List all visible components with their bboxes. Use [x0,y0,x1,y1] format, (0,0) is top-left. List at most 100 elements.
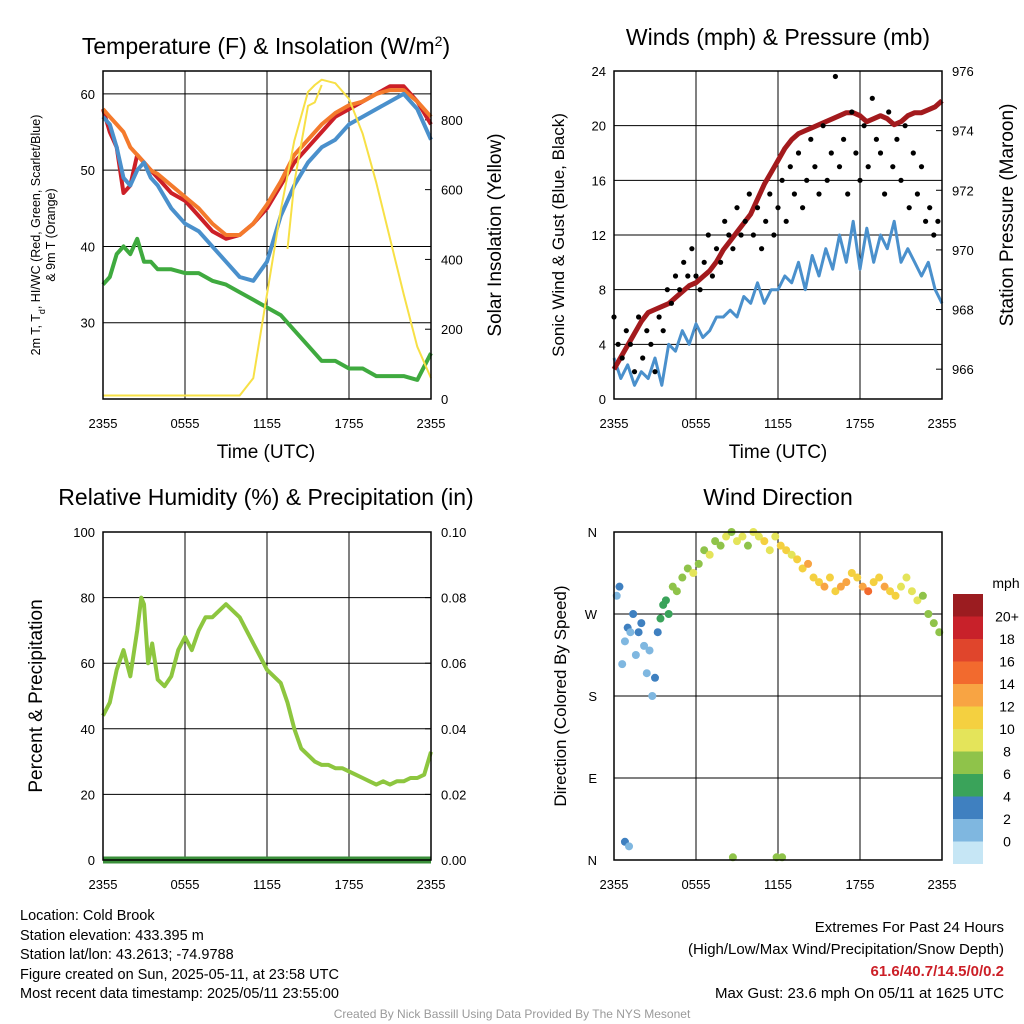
direction-point [902,573,911,582]
x-tick-label: 0555 [171,877,200,892]
winds-panel: Winds (mph) & Pressure (mb) Time (UTC) S… [549,24,1018,463]
direction-point [858,582,867,591]
x-tick-label: 1155 [253,416,281,431]
y-right-tick-label: 974 [952,124,974,139]
gust-point [623,328,629,334]
gust-point [656,314,662,320]
direction-point [869,578,878,587]
direction-point [875,573,884,582]
legend-swatch [953,819,983,842]
direction-point [618,660,627,669]
winds-y-label: Sonic Wind & Gust (Blue, Black) [549,113,568,357]
legend-swatch [953,751,983,774]
direction-point [733,537,741,546]
station-elevation: Station elevation: 433.395 m [20,927,204,944]
legend-swatch [953,774,983,797]
temperature-series-line-3 [101,236,433,382]
y-right-tick-label: 0.10 [441,525,466,540]
y-right-tick-label: 968 [952,303,974,318]
y-tick-label: 12 [592,228,606,243]
direction-point [825,573,834,582]
extremes-values: 61.6/40.7/14.5/0/0.2 [870,963,1004,980]
gust-point [910,150,916,156]
direction-point [625,842,634,851]
gust-point [627,341,634,347]
gust-point [722,218,728,224]
y-tick-label: 20 [81,787,95,802]
temperature-y-label-b: , HI/WC (Red, Green, Scarlet/Blue) [29,115,43,310]
extremes-subtitle: (High/Low/Max Wind/Precipitation/Snow De… [688,941,1004,958]
y-right-tick-label: 800 [441,113,463,128]
direction-point [897,582,905,591]
y-right-tick-label: 0.00 [441,853,466,868]
direction-point [853,573,862,582]
gust-point [877,150,884,156]
gust-point [619,355,625,361]
gust-point [652,369,658,375]
y-tick-label: 8 [599,283,606,298]
extremes-title: Extremes For Past 24 Hours [814,919,1004,936]
direction-point [771,532,780,541]
gust-point [685,273,691,279]
x-tick-label: 2355 [89,416,118,431]
gust-point [882,191,888,197]
direction-point [615,582,624,591]
direction-point [864,587,873,596]
plot-border [102,531,432,861]
y-tick-label: 30 [81,316,95,331]
y-tick-label: 60 [81,87,95,102]
direction-point [760,537,769,546]
gust-point [890,164,896,170]
gust-point [759,246,765,252]
gust-point [795,150,802,156]
gust-point [935,218,941,224]
direction-point [809,573,818,582]
y-tick-label: 0 [599,392,606,407]
direction-tick-label: N [588,525,597,540]
sustained-wind-line [612,219,944,387]
y-right-tick-label: 400 [441,252,463,267]
direction-point [798,564,807,573]
direction-tick-label: W [585,607,598,622]
y-tick-label: 20 [592,119,606,134]
x-tick-label: 2355 [417,877,446,892]
legend-swatch [953,796,983,819]
gust-point [640,355,646,361]
gust-point [923,218,929,224]
gust-point [820,123,826,129]
humidity-y-label: Percent & Precipitation [26,599,47,792]
plot-border [102,70,432,400]
x-tick-label: 0555 [171,416,200,431]
gust-point [689,246,695,252]
direction-point [831,587,840,596]
insolation-y-label: Solar Insolation (Yellow) [485,133,506,336]
x-tick-label: 1155 [253,877,281,892]
legend-swatch [953,706,983,729]
legend-swatch [953,639,983,662]
y-right-tick-label: 0.08 [441,591,466,606]
direction-point [847,569,856,577]
y-right-tick-label: 970 [952,243,974,258]
gust-point [713,246,720,252]
gust-point [849,109,855,115]
y-tick-label: 50 [81,163,95,178]
direction-point [820,582,829,591]
direction-point [924,610,933,618]
direction-point [631,651,640,659]
gust-point [861,123,867,129]
temperature-y-label-line2: & 9m T (Orange) [44,188,58,281]
y-right-tick-label: 0.02 [441,787,466,802]
direction-point [705,550,714,559]
gust-point [750,232,757,238]
gust-point [845,191,851,197]
legend-swatch [953,661,983,684]
direction-point [716,541,725,550]
legend-label: 10 [999,721,1015,737]
gust-point [800,205,806,211]
direction-point [913,596,922,605]
y-tick-label: 0 [88,853,95,868]
x-tick-label: 2355 [89,877,118,892]
legend-label: 16 [999,654,1015,670]
direction-point [880,582,889,591]
